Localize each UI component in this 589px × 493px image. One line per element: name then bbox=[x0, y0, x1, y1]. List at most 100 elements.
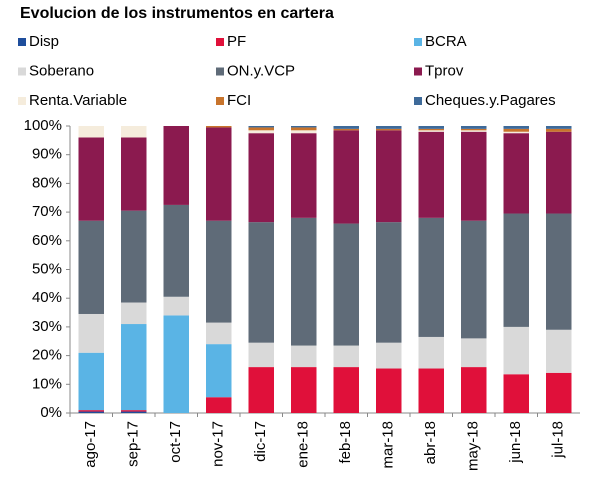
y-tick-label: 100% bbox=[24, 117, 62, 134]
bar-segment bbox=[206, 127, 232, 221]
bar-segment bbox=[376, 126, 402, 129]
bar-segment bbox=[291, 133, 317, 218]
bar-segment bbox=[546, 329, 572, 373]
legend-label: Soberano bbox=[29, 62, 94, 79]
bar-segment bbox=[503, 326, 529, 375]
bar-segment bbox=[291, 126, 317, 128]
bar-segment bbox=[461, 131, 487, 221]
bar-segment bbox=[78, 137, 104, 221]
x-tick-label: ene-18 bbox=[295, 421, 312, 468]
bar-segment bbox=[163, 204, 189, 297]
bar-segment bbox=[121, 137, 147, 211]
bar-segment bbox=[333, 130, 359, 224]
legend-label: Cheques.y.Pagares bbox=[425, 92, 556, 109]
bar-segment bbox=[503, 126, 529, 129]
legend-swatch bbox=[18, 38, 26, 46]
legend-label: Tprov bbox=[425, 62, 464, 79]
y-tick-label: 90% bbox=[32, 146, 62, 163]
bar-segment bbox=[248, 222, 274, 343]
bar-segment bbox=[546, 126, 572, 129]
bar-segment bbox=[461, 220, 487, 339]
bar-segment bbox=[376, 342, 402, 369]
bar-segment bbox=[418, 336, 444, 369]
y-tick-label: 10% bbox=[32, 375, 62, 392]
bar-segment bbox=[206, 344, 232, 398]
legend-label: FCI bbox=[227, 92, 251, 109]
bar-segment bbox=[333, 128, 359, 131]
bar-segment bbox=[121, 126, 147, 138]
bar-segment bbox=[78, 126, 104, 138]
bar-segment bbox=[78, 313, 104, 353]
x-tick-label: mar-18 bbox=[380, 421, 397, 469]
bar-segment bbox=[461, 338, 487, 368]
bar-segment bbox=[121, 324, 147, 411]
bar-segment bbox=[546, 372, 572, 413]
bar-segment bbox=[248, 130, 274, 134]
x-tick-label: jun-18 bbox=[507, 421, 524, 464]
y-tick-label: 0% bbox=[40, 404, 62, 421]
bar-segment bbox=[418, 131, 444, 218]
legend-swatch bbox=[216, 38, 224, 46]
bar-segment bbox=[376, 128, 402, 131]
bar-segment bbox=[291, 130, 317, 134]
y-tick-label: 30% bbox=[32, 318, 62, 335]
bar-segment bbox=[163, 126, 189, 205]
y-tick-label: 80% bbox=[32, 174, 62, 191]
bar-segment bbox=[418, 128, 444, 131]
bar-segment bbox=[503, 131, 529, 134]
legend-swatch bbox=[216, 97, 224, 105]
bar-segment bbox=[248, 127, 274, 131]
bar-segment bbox=[248, 367, 274, 413]
x-tick-label: dic-17 bbox=[252, 421, 269, 462]
bar-segment bbox=[546, 131, 572, 214]
bar-segment bbox=[418, 126, 444, 129]
bar-segment bbox=[376, 130, 402, 223]
bar-segment bbox=[546, 128, 572, 132]
bar-segment bbox=[376, 222, 402, 343]
legend-label: BCRA bbox=[425, 33, 467, 50]
x-tick-label: feb-18 bbox=[337, 421, 354, 464]
bar-segment bbox=[248, 126, 274, 128]
bar-segment bbox=[546, 213, 572, 330]
x-tick-label: oct-17 bbox=[167, 421, 184, 463]
x-tick-label: may-18 bbox=[465, 421, 482, 471]
x-tick-label: abr-18 bbox=[422, 421, 439, 464]
y-tick-label: 50% bbox=[32, 260, 62, 277]
bar-segment bbox=[163, 296, 189, 316]
bar-segment bbox=[291, 217, 317, 346]
bar-segment bbox=[418, 130, 444, 132]
bar-segment bbox=[461, 128, 487, 131]
legend-swatch bbox=[414, 97, 422, 105]
legend-swatch bbox=[18, 67, 26, 76]
bar-segment bbox=[461, 130, 487, 132]
bar-segment bbox=[78, 352, 104, 411]
bar-segment bbox=[121, 210, 147, 303]
legend-swatch bbox=[216, 67, 224, 76]
bar-segment bbox=[461, 367, 487, 413]
bar-segment bbox=[503, 374, 529, 413]
legend-label: Disp bbox=[29, 33, 59, 50]
y-tick-label: 20% bbox=[32, 347, 62, 364]
bar-segment bbox=[78, 411, 104, 413]
bar-segment bbox=[333, 367, 359, 413]
bar-segment bbox=[206, 220, 232, 323]
x-tick-label: nov-17 bbox=[210, 421, 227, 467]
bar-segment bbox=[206, 397, 232, 413]
bar-segment bbox=[78, 220, 104, 314]
bar-segment bbox=[333, 126, 359, 129]
bar-segment bbox=[206, 322, 232, 345]
bar-segment bbox=[503, 128, 529, 132]
bar-segment bbox=[121, 410, 147, 412]
bar-segment bbox=[503, 213, 529, 327]
bar-segment bbox=[121, 302, 147, 325]
bar-segment bbox=[291, 367, 317, 413]
bar-segment bbox=[78, 410, 104, 412]
x-tick-label: jul-18 bbox=[550, 421, 567, 459]
bar-segment bbox=[503, 133, 529, 214]
bar-segment bbox=[206, 126, 232, 128]
bar-segment bbox=[333, 223, 359, 346]
y-tick-label: 40% bbox=[32, 289, 62, 306]
x-tick-label: ago-17 bbox=[82, 421, 99, 468]
bar-segment bbox=[291, 127, 317, 131]
